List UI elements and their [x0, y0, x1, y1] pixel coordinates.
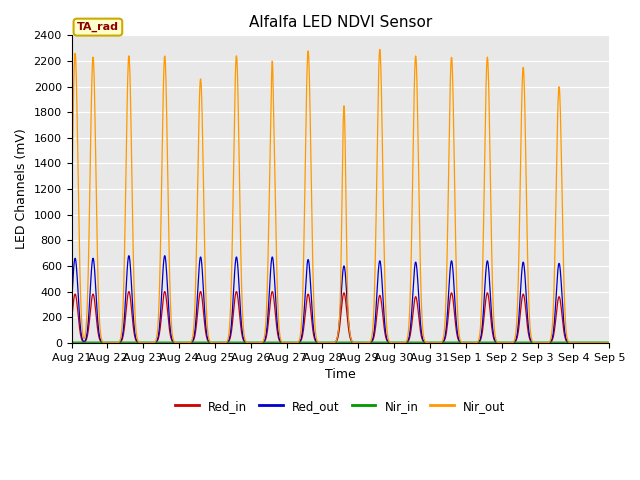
Legend: Red_in, Red_out, Nir_in, Nir_out: Red_in, Red_out, Nir_in, Nir_out [170, 395, 511, 417]
Nir_out [492, 333, 499, 339]
Title: Alfalfa LED NDVI Sensor: Alfalfa LED NDVI Sensor [249, 15, 432, 30]
Red_out [492, 338, 499, 344]
Red_in [492, 339, 499, 345]
Y-axis label: LED Channels (mV): LED Channels (mV) [15, 129, 28, 250]
Line: Red_out: Red_out [72, 256, 609, 343]
Nir_out [590, 340, 598, 346]
Red_in [590, 340, 598, 346]
Nir_in [68, 339, 76, 345]
Red_out [68, 301, 76, 307]
X-axis label: Time: Time [325, 368, 356, 381]
Red_in [232, 288, 240, 294]
Red_out [605, 340, 613, 346]
Red_in [330, 340, 337, 346]
Nir_out [605, 340, 613, 346]
Nir_in [605, 339, 613, 345]
Nir_out [329, 340, 337, 346]
Red_out [590, 340, 598, 346]
Nir_out [315, 340, 323, 346]
Nir_out [590, 340, 598, 346]
Red_out [315, 340, 323, 346]
Nir_in [589, 339, 597, 345]
Red_in [68, 318, 76, 324]
Nir_in [95, 339, 103, 345]
Red_out [95, 330, 103, 336]
Nir_out [68, 207, 76, 213]
Red_in [95, 334, 103, 340]
Nir_in [329, 339, 337, 345]
Red_in [605, 340, 613, 346]
Nir_in [590, 339, 598, 345]
Line: Nir_out: Nir_out [72, 49, 609, 343]
Nir_out [376, 47, 383, 52]
Red_out [590, 340, 598, 346]
Red_in [315, 340, 323, 346]
Nir_in [315, 339, 323, 345]
Text: TA_rad: TA_rad [77, 22, 119, 32]
Red_in [590, 340, 598, 346]
Line: Red_in: Red_in [72, 291, 609, 343]
Nir_in [491, 339, 499, 345]
Red_out [330, 340, 337, 346]
Nir_out [95, 306, 103, 312]
Red_out [125, 253, 132, 259]
